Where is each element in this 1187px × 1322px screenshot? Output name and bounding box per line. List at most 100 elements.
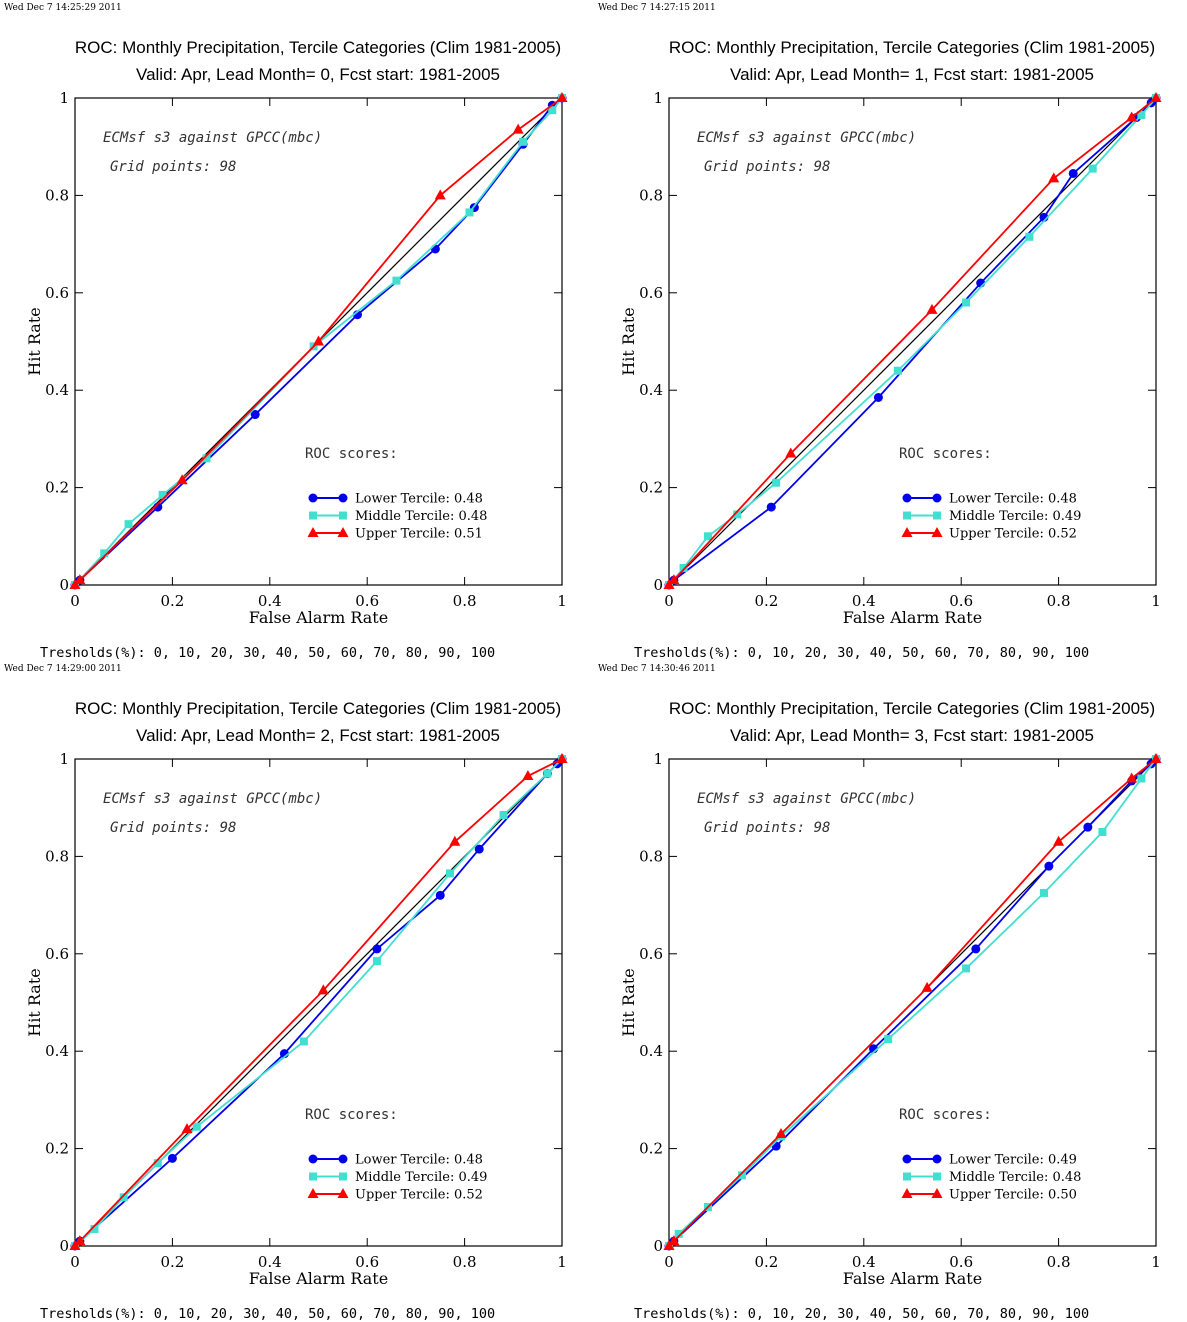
legend-label: Lower Tercile: 0.48 — [355, 492, 483, 507]
middle-point — [1025, 232, 1034, 241]
print-timestamp: Wed Dec 7 14:29:00 2011 — [4, 664, 122, 674]
thresholds-note: Tresholds(%): 0, 10, 20, 30, 40, 50, 60,… — [40, 645, 495, 661]
y-tick-label: 0.4 — [639, 1042, 663, 1060]
legend-marker — [933, 1172, 941, 1181]
y-axis-label: Hit Rate — [25, 307, 44, 375]
legend-item-middle: Middle Tercile: 0.49 — [903, 509, 1081, 524]
middle-point — [153, 1159, 162, 1168]
legend-marker — [338, 1154, 348, 1164]
print-timestamp: Wed Dec 7 14:30:46 2011 — [598, 664, 716, 674]
upper-point — [1053, 835, 1065, 846]
plot-frame — [668, 97, 1157, 586]
legend-marker — [307, 1188, 319, 1198]
grid-points-annotation: Grid points: 98 — [110, 159, 236, 175]
y-tick-label: 0.2 — [639, 1140, 663, 1158]
middle-point — [519, 137, 528, 146]
upper-point — [668, 1235, 680, 1246]
x-tick-label: 0 — [70, 592, 80, 610]
legend-item-middle: Middle Tercile: 0.48 — [309, 509, 487, 524]
print-timestamp: Wed Dec 7 14:27:15 2011 — [598, 3, 716, 13]
x-tick-label: 0 — [664, 1253, 674, 1271]
middle-point — [158, 490, 167, 499]
lower-point — [1083, 822, 1093, 832]
roc-scores-heading: ROC scores: — [899, 1107, 992, 1123]
upper-point — [74, 1235, 86, 1246]
legend-marker — [307, 527, 319, 537]
plot-frame — [668, 758, 1157, 1247]
middle-point — [893, 366, 902, 375]
y-tick-label: 0.4 — [639, 381, 663, 399]
upper-point — [434, 189, 446, 200]
legend-label: Lower Tercile: 0.48 — [949, 492, 1077, 507]
roc-panel-1: Wed Dec 7 14:25:29 2011 ROC: Monthly Prec… — [0, 0, 593, 661]
y-axis-label: Hit Rate — [619, 307, 638, 375]
x-tick-label: 0.2 — [160, 592, 184, 610]
y-tick-label: 0.8 — [45, 186, 69, 204]
legend-marker — [339, 1172, 347, 1181]
x-tick-label: 0.4 — [852, 592, 876, 610]
y-tick-label: 0.6 — [639, 945, 663, 963]
chart-subtitle: Valid: Apr, Lead Month= 1, Fcst start: 1… — [730, 65, 1094, 84]
x-tick-label: 1 — [557, 592, 567, 610]
legend-marker — [309, 1172, 317, 1181]
middle-point — [674, 1229, 683, 1238]
upper-point — [926, 303, 938, 314]
middle-point — [772, 478, 781, 487]
x-tick-label: 0.6 — [949, 1253, 973, 1271]
legend-marker — [932, 493, 942, 503]
y-tick-label: 0.2 — [45, 1140, 69, 1158]
y-tick-label: 1 — [653, 89, 663, 107]
upper-point — [668, 574, 680, 585]
series-upper — [663, 753, 1162, 1250]
y-axis-label: Hit Rate — [619, 968, 638, 1036]
legend-marker — [931, 527, 943, 537]
middle-point — [548, 106, 557, 115]
chart-subtitle: Valid: Apr, Lead Month= 3, Fcst start: 1… — [730, 726, 1094, 745]
legend-item-lower: Lower Tercile: 0.48 — [308, 492, 483, 507]
chart-title: ROC: Monthly Precipitation, Tercile Cate… — [669, 38, 1155, 57]
legend-marker — [931, 1188, 943, 1198]
x-tick-label: 0.8 — [1047, 592, 1071, 610]
roc-panel-3: Wed Dec 7 14:29:00 2011 ROC: Monthly Prec… — [0, 661, 593, 1322]
upper-point — [1126, 772, 1138, 783]
roc-chart-svg: Wed Dec 7 14:30:46 2011 ROC: Monthly Prec… — [598, 664, 1162, 1322]
x-axis-label: False Alarm Rate — [249, 1269, 388, 1288]
roc-panel-2: Wed Dec 7 14:27:15 2011 ROC: Monthly Prec… — [594, 0, 1187, 661]
upper-point — [785, 447, 797, 458]
middle-point — [1137, 774, 1146, 783]
middle-point — [372, 957, 381, 966]
upper-point — [317, 984, 329, 995]
y-tick-label: 0.4 — [45, 1042, 69, 1060]
middle-point — [679, 563, 688, 572]
legend-label: Upper Tercile: 0.51 — [355, 527, 483, 542]
x-tick-label: 1 — [557, 1253, 567, 1271]
x-tick-label: 0.8 — [453, 1253, 477, 1271]
lower-point — [766, 502, 776, 512]
legend-marker — [337, 527, 349, 537]
legend-marker — [901, 527, 913, 537]
upper-point — [1150, 753, 1162, 763]
legend-marker — [903, 511, 911, 520]
middle-point — [119, 1193, 128, 1202]
legend-label: Lower Tercile: 0.49 — [949, 1153, 1077, 1168]
x-tick-label: 0.2 — [754, 1253, 778, 1271]
middle-point — [202, 454, 211, 463]
chart-title: ROC: Monthly Precipitation, Tercile Cate… — [669, 699, 1155, 718]
middle-point — [733, 510, 742, 519]
middle-point — [962, 964, 971, 973]
lower-point — [167, 1153, 177, 1163]
thresholds-note: Tresholds(%): 0, 10, 20, 30, 40, 50, 60,… — [634, 645, 1089, 661]
y-tick-label: 0.8 — [639, 847, 663, 865]
legend-marker — [338, 493, 348, 503]
legend-label: Middle Tercile: 0.49 — [355, 1170, 487, 1185]
lower-point — [153, 502, 163, 512]
chart-subtitle: Valid: Apr, Lead Month= 2, Fcst start: 1… — [136, 726, 500, 745]
y-tick-label: 0.6 — [45, 284, 69, 302]
middle-point — [299, 1037, 308, 1046]
middle-point — [124, 520, 133, 529]
x-tick-label: 0.8 — [1047, 1253, 1071, 1271]
grid-points-annotation: Grid points: 98 — [704, 820, 830, 836]
lower-point — [971, 944, 981, 954]
y-tick-label: 0.8 — [45, 847, 69, 865]
middle-point — [543, 769, 552, 778]
